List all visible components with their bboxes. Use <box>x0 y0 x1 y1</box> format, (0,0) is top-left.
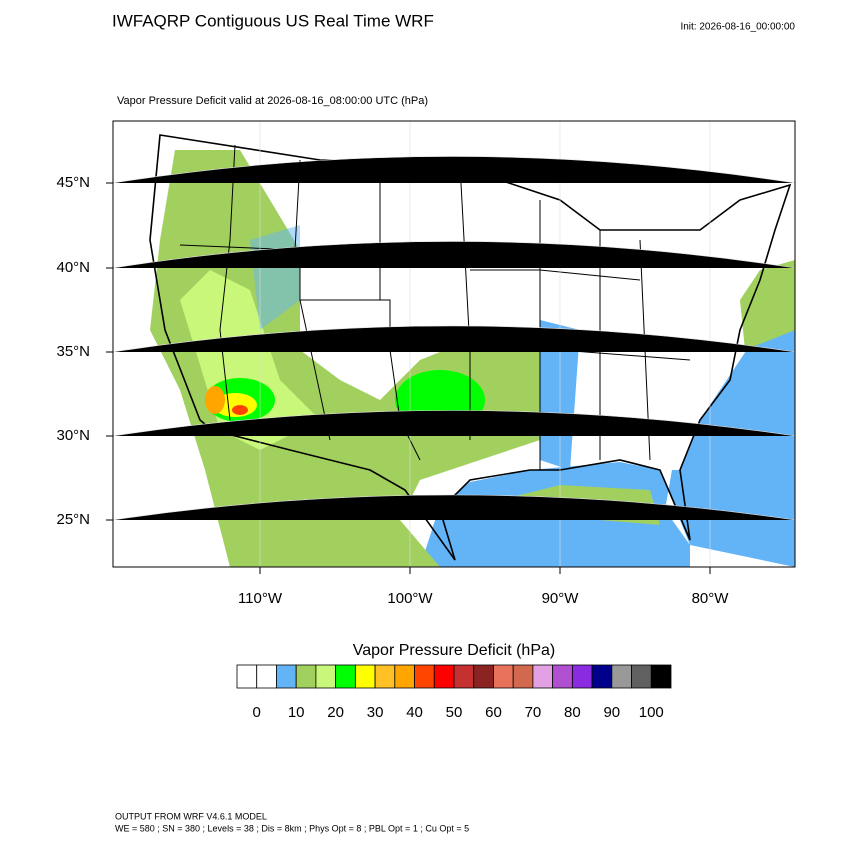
lat-axis: 45°N 40°N 35°N 30°N 25°N <box>56 174 113 528</box>
color-swatch <box>512 664 534 689</box>
color-swatch <box>374 664 396 689</box>
footer-line: WE = 580 ; SN = 380 ; Levels = 38 ; Dis … <box>115 823 469 833</box>
colorbar-label: 40 <box>406 704 423 721</box>
color-swatch <box>532 664 554 689</box>
color-swatch <box>650 664 672 689</box>
vpd-area <box>740 260 795 350</box>
colorbar: 0 10 20 30 40 50 60 70 80 90 100 <box>236 664 672 721</box>
colorbar-label: 50 <box>446 704 463 721</box>
colorbar-label: 100 <box>639 704 664 721</box>
color-swatch <box>236 664 258 689</box>
color-swatch <box>414 664 435 689</box>
vpd-area <box>232 405 248 415</box>
footer-line: OUTPUT FROM WRF V4.6.1 MODEL <box>115 811 267 821</box>
colorbar-label: 20 <box>327 704 344 721</box>
color-swatch <box>394 664 415 689</box>
color-swatch <box>552 664 573 689</box>
color-swatch <box>631 664 652 689</box>
lat-label: 25°N <box>56 511 90 528</box>
lat-label: 30°N <box>56 427 90 444</box>
colorbar-label: 10 <box>288 704 305 721</box>
lon-label: 90°W <box>542 590 580 607</box>
lon-label: 110°W <box>238 590 283 607</box>
colorbar-label: 30 <box>367 704 384 721</box>
color-swatch <box>315 664 337 689</box>
map-subtitle: Vapor Pressure Deficit valid at 2026-08-… <box>117 95 428 107</box>
map-frame <box>112 120 796 568</box>
color-swatch <box>433 664 455 689</box>
color-swatch <box>591 664 613 689</box>
vpd-area <box>205 386 225 414</box>
lon-axis: 110°W 100°W 90°W 80°W <box>238 567 729 607</box>
colorbar-label: 70 <box>525 704 542 721</box>
color-swatch <box>256 664 277 689</box>
colorbar-label: 0 <box>253 704 261 721</box>
lat-label: 45°N <box>56 174 90 191</box>
lon-label: 80°W <box>692 590 730 607</box>
colorbar-label: 60 <box>485 704 502 721</box>
colorbar-label: 80 <box>564 704 581 721</box>
color-swatch <box>276 664 297 689</box>
color-swatch <box>611 664 632 689</box>
color-swatch <box>571 664 593 689</box>
color-swatch <box>335 664 356 689</box>
lon-label: 100°W <box>387 590 433 607</box>
lat-label: 40°N <box>56 259 90 276</box>
colorbar-title: Vapor Pressure Deficit (hPa) <box>353 642 555 659</box>
color-swatch <box>493 664 514 689</box>
color-swatch <box>354 664 376 689</box>
colorbar-label: 90 <box>603 704 620 721</box>
us-outline <box>149 134 792 561</box>
lat-label: 35°N <box>56 343 90 360</box>
title: IWFAQRP Contiguous US Real Time WRF <box>112 11 434 30</box>
color-swatch <box>473 664 494 689</box>
color-swatch <box>453 664 475 689</box>
graticule <box>113 121 795 567</box>
map <box>113 121 795 567</box>
color-swatch <box>295 664 317 689</box>
init-time: Init: 2026-08-16_00:00:00 <box>680 22 795 33</box>
